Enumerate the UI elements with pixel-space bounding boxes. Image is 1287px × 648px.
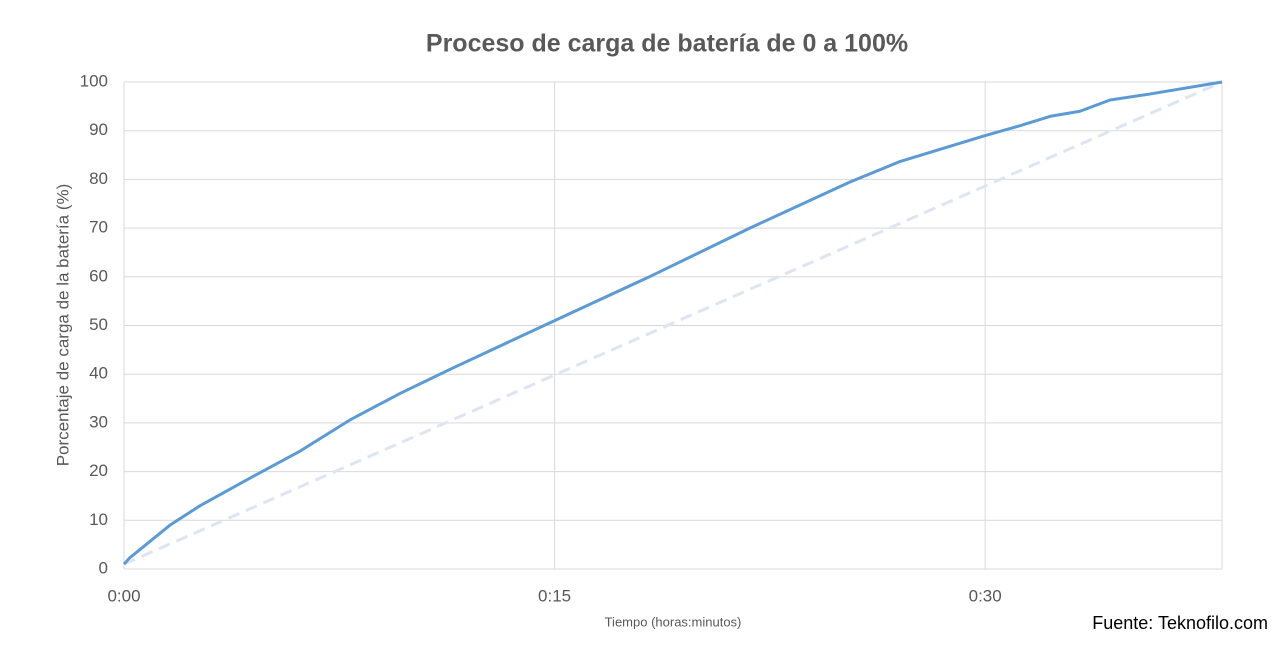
y-tick-label: 70 bbox=[89, 218, 108, 237]
y-tick-label: 90 bbox=[89, 120, 108, 139]
y-tick-label: 40 bbox=[89, 364, 108, 383]
chart-title: Proceso de carga de batería de 0 a 100% bbox=[426, 30, 908, 58]
y-tick-label: 80 bbox=[89, 169, 108, 188]
x-tick-label: 0:15 bbox=[538, 586, 571, 605]
y-tick-label: 60 bbox=[89, 266, 108, 285]
y-tick-label: 10 bbox=[89, 510, 108, 529]
y-tick-label: 20 bbox=[89, 461, 108, 480]
x-axis-label: Tiempo (horas:minutos) bbox=[605, 614, 742, 629]
y-tick-label: 100 bbox=[80, 71, 108, 90]
source-note: Fuente: Teknofilo.com bbox=[1092, 613, 1268, 633]
y-tick-label: 50 bbox=[89, 315, 108, 334]
y-tick-label: 0 bbox=[99, 558, 108, 577]
x-tick-label: 0:30 bbox=[969, 586, 1002, 605]
data-line bbox=[123, 80, 1223, 566]
y-axis-label: Porcentaje de carga de la batería (%) bbox=[53, 184, 72, 467]
data-line bbox=[122, 80, 1223, 566]
y-tick-label: 30 bbox=[89, 412, 108, 431]
x-tick-label: 0:00 bbox=[107, 586, 140, 605]
